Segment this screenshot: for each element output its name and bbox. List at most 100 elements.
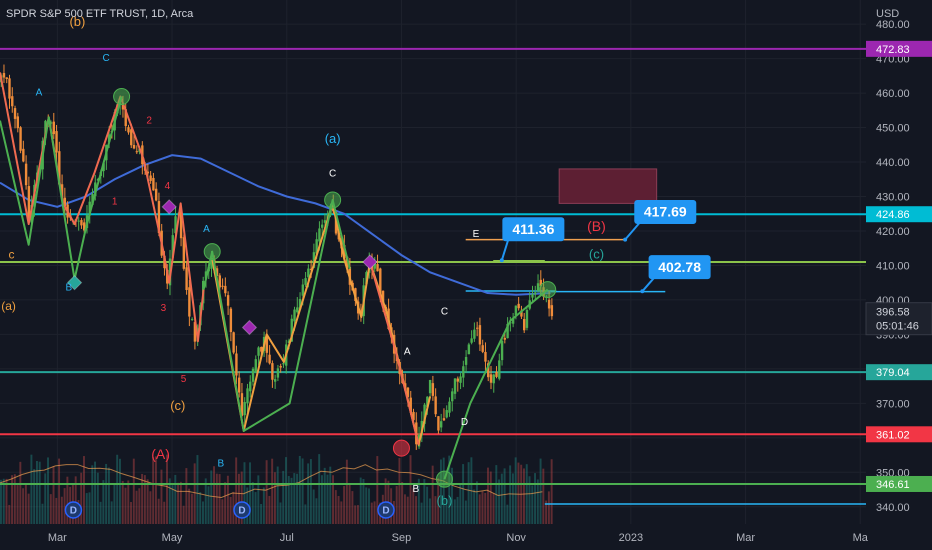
volume-bar	[498, 479, 501, 524]
volume-bar	[94, 461, 97, 524]
time-axis-background	[0, 524, 932, 550]
candle-body	[19, 127, 22, 151]
volume-bar	[296, 473, 299, 524]
candle-body	[345, 256, 349, 268]
volume-bar	[509, 465, 512, 524]
volume-bar	[323, 467, 326, 524]
wave-label: A	[203, 224, 210, 235]
candle-body	[77, 220, 80, 222]
volume-bar	[428, 498, 431, 524]
level-price-tag	[866, 426, 932, 443]
time-tick-label: 2023	[619, 532, 643, 544]
volume-bar	[467, 462, 470, 524]
candle-body	[193, 322, 197, 342]
candle-body	[492, 374, 495, 384]
volume-bar	[406, 496, 409, 524]
volume-bar	[473, 489, 476, 524]
candle-body	[481, 345, 484, 352]
pivot-circle-marker	[435, 470, 453, 488]
callout-value: 411.36	[512, 221, 554, 237]
volume-bar	[415, 496, 418, 524]
callout-pointer	[641, 276, 656, 292]
volume-bar	[522, 468, 525, 524]
volume-bar	[420, 502, 423, 524]
volume-bar	[320, 475, 323, 524]
volume-bar	[412, 488, 415, 524]
candle-body	[63, 197, 67, 207]
volume-average-line	[0, 464, 543, 498]
callout-box	[502, 217, 565, 242]
volume-bar	[423, 479, 426, 524]
candle-body	[503, 337, 507, 340]
volume-bar	[237, 473, 240, 524]
volume-bar	[19, 461, 22, 524]
chart-title: SPDR S&P 500 ETF TRUST, 1D, Arca	[6, 8, 194, 20]
volume-bar	[475, 481, 478, 524]
candle-body	[124, 109, 127, 127]
candle-body	[511, 317, 515, 324]
volume-bar	[365, 487, 368, 524]
candle-body	[5, 77, 8, 79]
time-tick-label: Sep	[392, 532, 412, 544]
candle-body	[130, 129, 133, 146]
candle-body	[470, 338, 473, 343]
volume-bar	[13, 474, 16, 524]
candle-body	[2, 73, 6, 78]
volume-bar	[160, 469, 163, 524]
volume-bar	[547, 491, 550, 524]
volume-bar	[182, 505, 185, 524]
wave-label: (A)	[151, 446, 170, 462]
volume-bar	[329, 466, 332, 524]
candle-body	[190, 318, 194, 320]
time-tick-label: Mar	[48, 532, 67, 544]
wave-label: (b)	[69, 14, 85, 29]
volume-bar	[531, 485, 534, 524]
volume-bar	[439, 459, 442, 524]
volume-bar	[459, 484, 462, 524]
pivot-circle-marker	[324, 191, 342, 209]
candle-body	[431, 383, 435, 396]
dividend-icon	[64, 501, 83, 519]
candle-body	[506, 323, 509, 339]
volume-bar	[451, 467, 453, 524]
candle-body	[484, 351, 487, 362]
volume-bar	[207, 486, 210, 524]
candle-body	[287, 340, 291, 343]
dividend-icon	[233, 501, 251, 519]
volume-bar	[431, 465, 434, 524]
candle-body	[500, 340, 504, 361]
candle-body	[94, 182, 97, 197]
level-price-tag-label: 472.83	[876, 44, 910, 56]
volume-bar	[177, 482, 180, 524]
volume-bar	[226, 475, 229, 524]
volume-bar	[5, 478, 8, 524]
candle-body	[473, 329, 476, 339]
candle-body	[52, 121, 55, 135]
dividend-label: D	[70, 506, 77, 517]
volume-bar	[401, 481, 404, 524]
volume-bar	[417, 478, 420, 524]
volume-bar	[290, 477, 293, 524]
wave-label: (b)	[437, 493, 453, 508]
volume-bar	[38, 461, 41, 524]
candle-body	[412, 411, 415, 421]
price-tick-label: 460.00	[876, 88, 910, 100]
volume-bar	[146, 479, 149, 524]
candle-body	[279, 366, 282, 368]
candle-body	[290, 318, 293, 342]
wave-path	[443, 288, 549, 480]
candle-body	[495, 371, 498, 377]
candle-body	[91, 194, 94, 205]
candle-body	[517, 303, 520, 309]
candle-body	[249, 381, 252, 392]
volume-bar	[539, 458, 542, 524]
volume-bar	[138, 488, 141, 524]
volume-bar	[118, 458, 121, 524]
callout-anchor-dot	[499, 258, 504, 263]
volume-bar	[0, 479, 2, 524]
candle-body	[55, 131, 58, 153]
candle-body	[293, 309, 296, 322]
volume-bar	[445, 498, 448, 524]
